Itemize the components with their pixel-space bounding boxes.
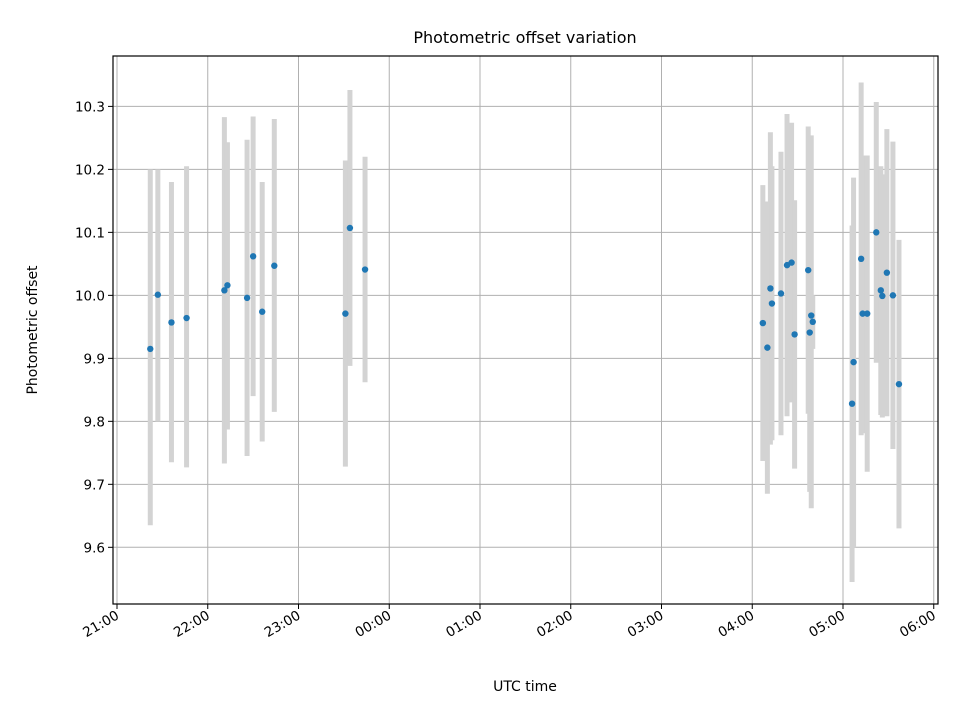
x-tick-label: 03:00 xyxy=(625,608,667,641)
data-point xyxy=(764,344,771,351)
x-tick-label: 23:00 xyxy=(262,608,304,641)
data-point xyxy=(808,312,815,319)
y-tick-label: 9.9 xyxy=(84,351,105,367)
data-point xyxy=(154,291,162,298)
data-point xyxy=(879,292,886,300)
y-axis-ticks: 9.6 9.7 9.8 9.9 10.0 10.1 10.2 10.3 xyxy=(75,99,113,556)
data-point xyxy=(759,319,767,327)
y-tick-label: 10.1 xyxy=(75,225,105,241)
data-point xyxy=(346,224,354,232)
y-tick-label: 9.7 xyxy=(84,477,105,493)
x-tick-label: 06:00 xyxy=(897,608,939,641)
data-point xyxy=(850,358,857,366)
x-tick-label: 05:00 xyxy=(806,608,848,641)
data-point xyxy=(147,345,154,353)
x-axis-label: UTC time xyxy=(493,679,557,695)
data-point xyxy=(243,294,251,302)
plot-frame xyxy=(112,55,939,605)
x-tick-label: 04:00 xyxy=(716,608,758,641)
data-point xyxy=(889,292,897,299)
data-point xyxy=(768,300,776,307)
x-axis-ticks: 21:00 22:00 23:00 00:00 01:00 02:00 03:00 04:00… xyxy=(80,604,939,641)
data-point xyxy=(249,253,257,260)
data-point xyxy=(183,314,190,322)
data-point xyxy=(767,285,774,292)
data-point xyxy=(848,400,856,407)
data-point xyxy=(342,310,349,317)
y-tick-label: 9.6 xyxy=(84,540,105,556)
data-point xyxy=(873,229,880,236)
data-point xyxy=(864,310,871,317)
data-point xyxy=(791,331,798,338)
data-point xyxy=(271,262,278,269)
x-tick-label: 00:00 xyxy=(353,608,395,641)
y-tick-label: 9.8 xyxy=(84,414,105,430)
data-point xyxy=(857,255,865,263)
data-point xyxy=(221,287,228,294)
data-point xyxy=(877,287,885,294)
data-point xyxy=(168,319,175,326)
data-point xyxy=(259,308,266,315)
chart-title: Photometric offset variation xyxy=(413,28,636,47)
y-tick-label: 10.2 xyxy=(75,162,105,178)
errorbars xyxy=(147,82,902,582)
x-tick-label: 02:00 xyxy=(534,608,576,641)
x-tick-label: 01:00 xyxy=(443,608,485,641)
x-tick-label: 22:00 xyxy=(171,608,213,641)
data-point xyxy=(224,282,231,289)
y-axis-label: Photometric offset xyxy=(25,265,41,395)
y-tick-label: 10.0 xyxy=(75,288,105,304)
data-point xyxy=(895,380,903,388)
data-point xyxy=(859,310,866,317)
data-point xyxy=(361,266,369,273)
data-point xyxy=(805,266,812,274)
x-tick-label: 21:00 xyxy=(80,608,122,641)
data-point xyxy=(777,290,785,297)
data-point xyxy=(806,329,813,336)
data-point xyxy=(788,259,795,266)
y-tick-label: 10.3 xyxy=(75,99,105,115)
data-point xyxy=(809,318,816,326)
data-point xyxy=(883,269,891,276)
markers xyxy=(147,224,903,407)
grid xyxy=(113,56,938,604)
